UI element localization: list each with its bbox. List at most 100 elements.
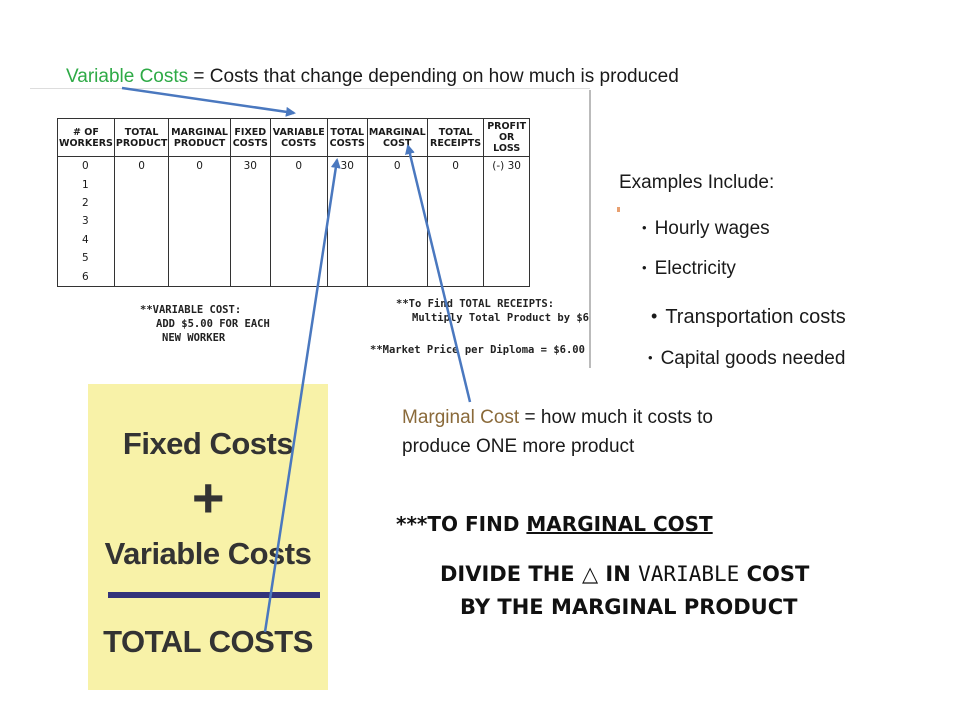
table-cell (113, 193, 170, 213)
col-header: # OF WORKERS (57, 118, 115, 157)
instruction-by-the: BY THE (460, 595, 551, 619)
table-cell: 3 (57, 212, 115, 231)
table-cell (366, 193, 428, 213)
example-item: • Capital goods needed (648, 348, 845, 370)
table-cell (366, 267, 428, 287)
card-fixed-costs: Fixed Costs (122, 426, 294, 461)
table-cell (269, 248, 328, 268)
table-cell (326, 267, 368, 287)
example-item: • Hourly wages (642, 218, 770, 240)
instruction-line1: ***TO FIND MARGINAL COST (396, 512, 713, 536)
marginal-cost-definition: Marginal Cost = how much it costs to pro… (402, 403, 713, 461)
table-cell (113, 248, 170, 268)
table-row: 2 (57, 193, 530, 213)
col-header: PROFIT OR LOSS (483, 118, 530, 157)
table-cell (426, 212, 485, 231)
table-cell (326, 248, 368, 268)
bullet-icon: • (648, 350, 653, 365)
table-cell (229, 267, 271, 287)
marginal-cost-def-line2: produce ONE more product (402, 436, 635, 457)
worksheet-top-edge (30, 88, 590, 89)
plus-icon: + (191, 466, 225, 529)
table-cell: 0 (57, 156, 115, 176)
table-header-row: # OF WORKERS TOTAL PRODUCT MARGINAL PROD… (57, 118, 530, 157)
instruction-to-find: TO FIND (427, 512, 527, 536)
col-header: VARIABLE COSTS (269, 118, 328, 157)
table-cell: 4 (57, 230, 115, 249)
table-cell (269, 193, 328, 213)
table-cell (483, 248, 530, 268)
cost-worksheet-table: # OF WORKERS TOTAL PRODUCT MARGINAL PROD… (57, 118, 530, 287)
table-cell (366, 230, 428, 249)
table-cell: 1 (57, 175, 115, 194)
examples-label: Examples Include: (619, 172, 775, 193)
col-header: TOTAL COSTS (326, 118, 368, 157)
arrow-to-variable-costs (121, 86, 296, 117)
variable-cost-note-title: **VARIABLE COST: (140, 304, 242, 316)
total-receipts-note-line1: Multiply Total Product by $6 (412, 312, 590, 324)
table-cell (113, 212, 170, 231)
instruction-line2: DIVIDE THE △ IN VARIABLE COST (440, 562, 809, 586)
table-cell: 0 (366, 156, 428, 176)
table-cell (113, 175, 170, 194)
table-cell (426, 175, 485, 194)
table-cell: 30 (326, 156, 368, 176)
delta-icon: △ (581, 562, 599, 586)
table-cell: 0 (168, 156, 231, 176)
col-header: TOTAL RECEIPTS (426, 118, 485, 157)
table-cell: 30 (229, 156, 271, 176)
worksheet-right-edge (589, 90, 591, 368)
table-cell: 2 (57, 193, 115, 213)
example-item: • Transportation costs (651, 306, 846, 329)
variable-cost-note-line1: ADD $5.00 FOR EACH (156, 318, 270, 330)
table-cell (168, 267, 231, 287)
table-cell: (-) 30 (483, 156, 530, 176)
table-cell: 6 (57, 267, 115, 287)
table-cell (168, 175, 231, 194)
table-cell (326, 230, 368, 249)
table-cell (426, 248, 485, 268)
table-cell (483, 212, 530, 231)
bullet-icon: • (642, 260, 647, 275)
table-row: 1 (57, 175, 530, 194)
card-variable-costs: Variable Costs (104, 536, 312, 571)
instruction-stars: *** (396, 512, 428, 536)
table-cell (229, 212, 271, 231)
marginal-cost-def-line1: = how much it costs to (519, 407, 713, 428)
table-row: 5 (57, 248, 530, 268)
instruction-variable: VARIABLE (638, 562, 740, 586)
table-cell (483, 175, 530, 194)
variable-costs-definition: = Costs that change depending on how muc… (188, 66, 679, 87)
instruction-in: IN (598, 562, 639, 586)
sum-line (108, 592, 320, 598)
total-receipts-note-title: **To Find TOTAL RECEIPTS: (396, 298, 555, 310)
table-cell (269, 175, 328, 194)
table-cell (483, 193, 530, 213)
stray-mark (617, 207, 620, 212)
table-cell (426, 267, 485, 287)
table-row: 0 0 0 30 0 30 0 0 (-) 30 (57, 156, 530, 176)
col-header: FIXED COSTS (229, 118, 271, 157)
marginal-cost-term: Marginal Cost (402, 407, 520, 428)
variable-cost-note: **VARIABLE COST: ADD $5.00 FOR EACH NEW … (140, 303, 270, 345)
instruction-marginal-cost: MARGINAL COST (526, 512, 713, 536)
bullet-icon: • (642, 220, 647, 235)
table-cell (483, 267, 530, 287)
col-header: MARGINAL PRODUCT (168, 118, 231, 157)
table-cell (229, 248, 271, 268)
instruction-divide: DIVIDE THE (440, 562, 582, 586)
table-row: 6 (57, 267, 530, 287)
example-item-label: Capital goods needed (660, 348, 846, 369)
table-cell (269, 230, 328, 249)
table-cell (168, 248, 231, 268)
table-cell (366, 212, 428, 231)
table-cell (229, 175, 271, 194)
variable-cost-note-line2: NEW WORKER (162, 332, 226, 344)
table-cell (326, 212, 368, 231)
table-cell (168, 212, 231, 231)
table-cell (269, 267, 328, 287)
instruction-marginal-product: MARGINAL PRODUCT (550, 595, 798, 619)
table-cell (113, 267, 170, 287)
market-price-note: **Market Price per Diploma = $6.00 (370, 344, 585, 356)
total-receipts-note: **To Find TOTAL RECEIPTS: Multiply Total… (396, 297, 589, 325)
